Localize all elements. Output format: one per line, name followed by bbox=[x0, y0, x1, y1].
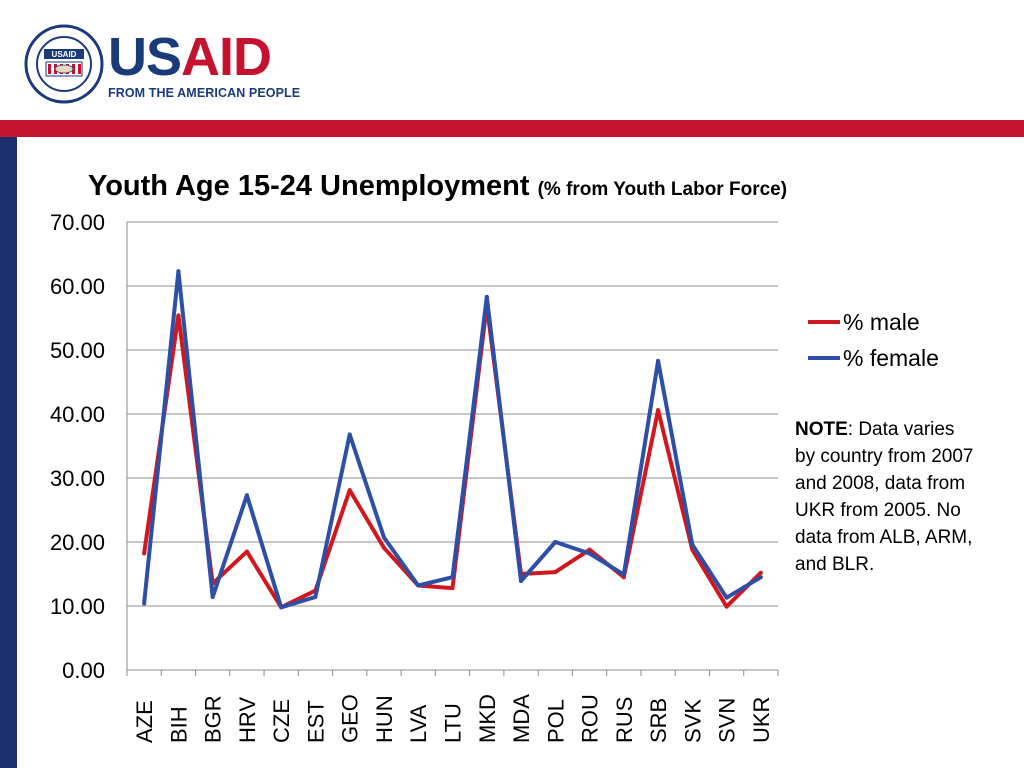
data-point-male bbox=[553, 570, 558, 575]
legend-item-female: % female bbox=[808, 340, 939, 376]
data-point-female bbox=[690, 542, 695, 547]
data-point-female bbox=[210, 595, 215, 600]
x-tick-label: HUN bbox=[372, 695, 397, 743]
y-tick-label: 20.00 bbox=[50, 530, 105, 555]
y-tick-label: 40.00 bbox=[50, 402, 105, 427]
chart-title: Youth Age 15-24 Unemployment (% from You… bbox=[88, 170, 788, 202]
y-tick-label: 30.00 bbox=[50, 466, 105, 491]
y-tick-label: 0.00 bbox=[62, 658, 105, 683]
x-tick-label: BGR bbox=[201, 695, 226, 743]
x-tick-label: ROU bbox=[578, 694, 603, 743]
usaid-wordmark: USAID FROM THE AMERICAN PEOPLE bbox=[108, 30, 300, 100]
legend-item-male: % male bbox=[808, 304, 939, 340]
x-tick-label: LVA bbox=[406, 704, 431, 743]
chart-subtitle: (% from Youth Labor Force) bbox=[537, 179, 788, 200]
x-tick-label: RUS bbox=[612, 697, 637, 743]
series-line-female bbox=[142, 269, 762, 610]
data-point-male bbox=[587, 547, 592, 552]
x-tick-label: EST bbox=[303, 700, 328, 743]
x-tick-label: BIH bbox=[166, 706, 191, 743]
data-point-male bbox=[450, 586, 455, 591]
data-point-female bbox=[553, 540, 558, 544]
data-point-female bbox=[176, 269, 181, 274]
x-tick-label: UKR bbox=[749, 697, 774, 743]
x-tick-label: SVK bbox=[680, 699, 705, 743]
left-accent-bar bbox=[0, 137, 17, 768]
y-tick-label: 50.00 bbox=[50, 338, 105, 363]
x-tick-label: HRV bbox=[235, 697, 260, 743]
data-point-male bbox=[176, 313, 181, 318]
data-point-female bbox=[416, 583, 421, 588]
data-point-female bbox=[279, 605, 284, 610]
x-tick-label: MDA bbox=[509, 694, 534, 743]
data-point-male bbox=[656, 408, 661, 413]
brand-name: USAID bbox=[108, 27, 272, 87]
data-point-female bbox=[347, 432, 352, 437]
legend-label-female: % female bbox=[843, 344, 939, 371]
data-point-female bbox=[519, 579, 524, 584]
data-point-male bbox=[758, 570, 763, 575]
data-point-male bbox=[142, 551, 147, 556]
x-tick-label: SVN bbox=[715, 698, 740, 743]
usaid-seal-icon: USAID bbox=[24, 24, 104, 104]
data-point-female bbox=[450, 575, 455, 580]
header-divider-band bbox=[0, 120, 1024, 137]
data-point-female bbox=[484, 294, 489, 299]
data-point-female bbox=[758, 575, 763, 580]
y-tick-label: 70.00 bbox=[50, 210, 105, 235]
y-tick-label: 10.00 bbox=[50, 594, 105, 619]
data-point-male bbox=[381, 545, 386, 550]
x-tick-label: AZE bbox=[132, 700, 157, 743]
x-tick-label: MKD bbox=[475, 694, 500, 743]
seal-center-text: USAID bbox=[52, 50, 77, 59]
note-text: : Data varies by country from 2007 and 2… bbox=[795, 419, 974, 575]
chart-legend: % male % female bbox=[808, 304, 939, 376]
data-point-male bbox=[347, 488, 352, 493]
x-tick-label: LTU bbox=[441, 703, 466, 743]
note-label: NOTE bbox=[795, 419, 848, 440]
data-point-female bbox=[621, 572, 626, 577]
legend-swatch-female bbox=[808, 356, 840, 360]
data-point-female bbox=[244, 493, 249, 498]
data-point-female bbox=[313, 595, 318, 600]
data-point-female bbox=[656, 358, 661, 363]
x-tick-label: CZE bbox=[269, 699, 294, 743]
data-point-female bbox=[381, 535, 386, 540]
x-tick-label: SRB bbox=[646, 698, 671, 743]
y-tick-label: 60.00 bbox=[50, 274, 105, 299]
data-note: NOTE: Data varies by country from 2007 a… bbox=[795, 416, 975, 578]
legend-label-male: % male bbox=[843, 308, 920, 335]
legend-swatch-male bbox=[808, 320, 840, 324]
brand-tagline: FROM THE AMERICAN PEOPLE bbox=[108, 86, 301, 100]
header: USAID USAID FROM THE AMERICAN PEOPLE bbox=[0, 0, 1024, 120]
data-point-female bbox=[587, 551, 592, 556]
x-tick-label: GEO bbox=[338, 694, 363, 743]
data-point-female bbox=[724, 595, 729, 600]
data-point-male bbox=[724, 604, 729, 609]
data-point-female bbox=[142, 601, 147, 606]
x-tick-label: POL bbox=[543, 699, 568, 743]
data-point-male bbox=[244, 549, 249, 554]
